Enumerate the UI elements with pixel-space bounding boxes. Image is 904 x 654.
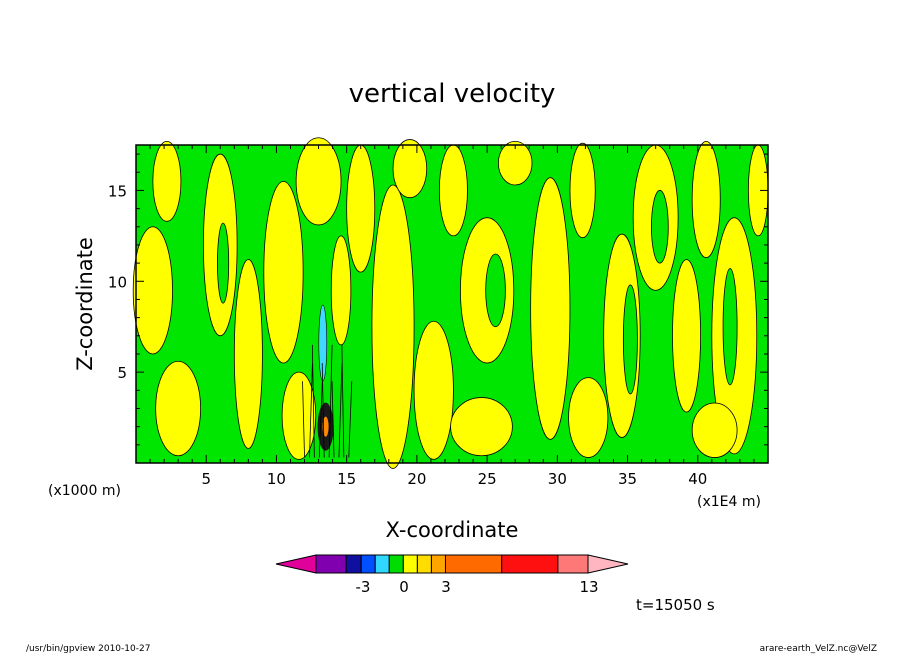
x-tick-label: 15 — [337, 470, 356, 488]
colorbar-upper-extend — [587, 554, 629, 574]
y-tick-label: 15 — [108, 182, 127, 200]
x-axis: 5 10 15 20 25 30 35 40 — [149, 145, 755, 488]
positive-region — [691, 140, 721, 259]
colorbar-tick-label: -3 — [356, 578, 371, 596]
positive-region — [330, 235, 352, 346]
x-tick-label: 20 — [407, 470, 426, 488]
positive-region — [263, 180, 304, 364]
colorbar-swatch — [402, 554, 418, 574]
positive-region — [530, 177, 571, 440]
y-tick-label: 5 — [117, 364, 127, 382]
contour-line — [309, 363, 313, 458]
colorbar-tick-label: 3 — [441, 578, 451, 596]
positive-region — [413, 320, 454, 460]
positive-region — [569, 142, 596, 239]
negative-region — [722, 268, 738, 386]
positive-region — [497, 140, 533, 186]
plot-area — [132, 137, 769, 469]
y-tick-label: 10 — [108, 273, 127, 291]
contour-line — [318, 381, 323, 458]
positive-region — [371, 184, 415, 469]
colorbar-swatch — [315, 554, 347, 574]
chart-title: vertical velocity — [349, 79, 556, 109]
positive-region — [155, 360, 202, 457]
downdraft-core — [322, 416, 329, 437]
colorbar — [275, 554, 629, 574]
footer-right: arare-earth_VelZ.nc@VelZ — [760, 644, 877, 654]
colorbar-tick-label: 0 — [399, 578, 409, 596]
contour-line — [311, 344, 315, 458]
y-axis-label: Z-coordinate — [73, 237, 97, 371]
time-label: t=15050 s — [636, 596, 715, 614]
x-tick-label: 5 — [201, 470, 211, 488]
positive-region — [450, 397, 513, 457]
contour-field — [132, 137, 769, 469]
contour-line — [338, 363, 343, 458]
negative-region — [485, 253, 506, 328]
y-axis: 5 10 15 — [108, 153, 768, 446]
x-tick-label: 30 — [548, 470, 567, 488]
colorbar-swatch — [501, 554, 559, 574]
contour-line — [341, 344, 345, 458]
colorbar-tick-label: 13 — [579, 578, 598, 596]
x-tick-label: 35 — [618, 470, 637, 488]
contour-line — [331, 381, 335, 458]
positive-region — [568, 377, 609, 458]
positive-region — [132, 226, 173, 355]
negative-region — [217, 222, 230, 304]
colorbar-swatch — [557, 554, 589, 574]
updraft-core — [318, 304, 328, 382]
colorbar-swatch — [360, 554, 376, 574]
colorbar-swatch — [444, 554, 503, 574]
colorbar-ticks: -3 0 3 13 — [356, 578, 599, 596]
x-unit-right: (x1E4 m) — [697, 494, 761, 510]
contour-line — [302, 381, 305, 458]
x-unit-left: (x1000 m) — [48, 483, 121, 499]
positive-region — [672, 259, 701, 413]
positive-region — [233, 259, 263, 449]
positive-region — [295, 137, 342, 226]
positive-region — [438, 144, 468, 237]
contour-line — [328, 344, 333, 458]
positive-region — [152, 140, 182, 222]
colorbar-swatch — [374, 554, 390, 574]
positive-region — [392, 139, 428, 199]
positive-region — [691, 402, 738, 458]
colorbar-swatch — [430, 554, 446, 574]
colorbar-swatch — [345, 554, 362, 574]
x-axis-label: X-coordinate — [386, 518, 519, 542]
positive-region — [346, 144, 376, 273]
contour-line — [321, 363, 325, 458]
x-tick-label: 25 — [478, 470, 497, 488]
negative-region — [622, 284, 638, 395]
negative-region — [651, 190, 669, 264]
plot-frame — [135, 144, 769, 464]
x-tick-label: 10 — [267, 470, 286, 488]
positive-region — [281, 371, 317, 460]
colorbar-lower-extend — [275, 554, 317, 574]
contour-line — [348, 381, 353, 458]
x-tick-label: 40 — [688, 470, 707, 488]
colorbar-swatch — [416, 554, 432, 574]
footer-left: /usr/bin/gpview 2010-10-27 — [26, 644, 150, 654]
colorbar-swatch — [388, 554, 404, 574]
